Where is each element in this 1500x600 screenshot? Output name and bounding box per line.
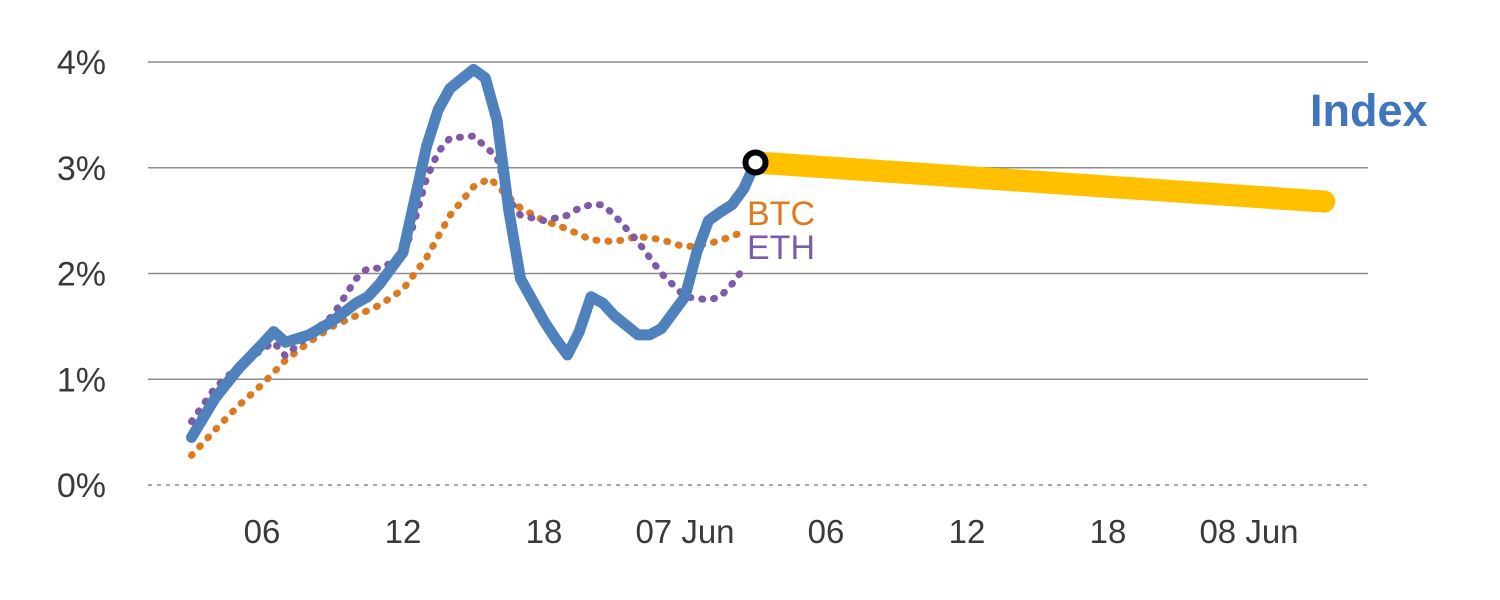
series-line-index — [186, 63, 761, 443]
x-tick-label: 12 — [385, 513, 422, 550]
series-label-eth: ETH — [747, 229, 815, 267]
y-tick-label: 1% — [57, 361, 106, 399]
y-tick-label: 0% — [57, 467, 106, 505]
x-tick-label: 08 Jun — [1199, 513, 1298, 550]
y-tick-label: 3% — [57, 150, 106, 188]
series-label-btc: BTC — [747, 195, 815, 233]
x-tick-label: 06 — [808, 513, 845, 550]
series-line-eth — [188, 132, 748, 426]
x-tick-label: 06 — [244, 513, 281, 550]
y-tick-label: 4% — [57, 44, 106, 82]
current-value-marker — [742, 149, 769, 176]
x-tick-label: 18 — [526, 513, 563, 550]
series-line-btc — [188, 174, 748, 459]
y-tick-label: 2% — [57, 256, 106, 294]
forecast-band — [744, 151, 1336, 213]
series-label-index: Index — [1310, 85, 1428, 136]
x-tick-label: 07 Jun — [635, 513, 734, 550]
x-tick-label: 18 — [1090, 513, 1127, 550]
x-tick-label: 12 — [949, 513, 986, 550]
